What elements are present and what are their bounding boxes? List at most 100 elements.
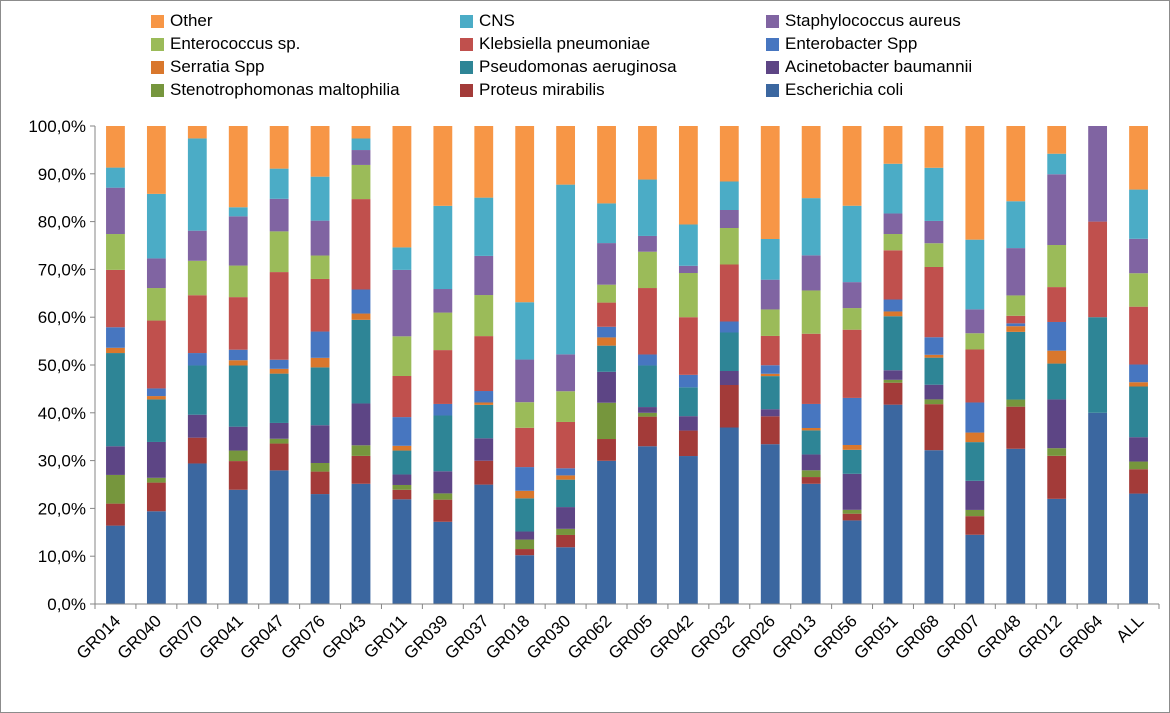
bar-segment-stenotrophomonas-maltophilia <box>924 399 944 405</box>
bar-gr068 <box>924 126 944 604</box>
bar-segment-enterobacter-spp <box>1006 323 1026 327</box>
legend-item-stenotrophomonas-maltophilia: Stenotrophomonas maltophilia <box>151 80 400 100</box>
bar-segment-enterococcus-sp <box>842 308 862 330</box>
y-tick-label: 70,0% <box>38 260 86 279</box>
bar-segment-staphylococcus-aureus <box>228 216 248 266</box>
bar-segment-cns <box>719 181 739 210</box>
legend-item-proteus-mirabilis: Proteus mirabilis <box>460 80 605 100</box>
bar-segment-stenotrophomonas-maltophilia <box>228 450 248 462</box>
bar-segment-stenotrophomonas-maltophilia <box>597 402 616 440</box>
bar-segment-klebsiella-pneumoniae <box>1088 221 1108 318</box>
bar-segment-acinetobacter-baumannii <box>106 446 125 475</box>
x-tick-label: GR026 <box>728 611 780 663</box>
bar-segment-proteus-mirabilis <box>269 443 289 471</box>
legend-swatch <box>460 83 473 97</box>
bar-segment-serratia-spp <box>228 360 248 366</box>
bar-segment-enterococcus-sp <box>269 231 289 273</box>
legend-item-klebsiella-pneumoniae: Klebsiella pneumoniae <box>460 34 650 54</box>
bar-segment-cns <box>392 247 412 270</box>
bar-segment-klebsiella-pneumoniae <box>760 335 780 366</box>
bar-segment-serratia-spp <box>801 428 821 431</box>
bar-gr056 <box>842 126 862 604</box>
bar-segment-proteus-mirabilis <box>760 416 780 445</box>
bar-segment-klebsiella-pneumoniae <box>310 278 330 332</box>
legend-swatch <box>151 60 164 74</box>
bar-segment-staphylococcus-aureus <box>924 220 944 244</box>
x-tick-label: GR037 <box>441 611 493 663</box>
bar-segment-staphylococcus-aureus <box>719 210 739 228</box>
bar-segment-acinetobacter-baumannii <box>392 474 412 485</box>
legend-label: Serratia Spp <box>170 57 265 76</box>
bar-segment-klebsiella-pneumoniae <box>228 297 248 350</box>
bar-segment-pseudomonas-aeruginosa <box>187 365 207 415</box>
x-tick-label: GR062 <box>564 611 616 663</box>
bar-segment-klebsiella-pneumoniae <box>1047 287 1067 322</box>
bar-segment-staphylococcus-aureus <box>1006 248 1026 296</box>
bar-segment-acinetobacter-baumannii <box>678 416 698 431</box>
bar-segment-enterobacter-spp <box>556 468 576 476</box>
legend-item-staphylococcus-aureus: Staphylococcus aureus <box>766 11 961 31</box>
legend-swatch <box>766 83 779 97</box>
bar-segment-other <box>228 126 248 208</box>
bar-gr062 <box>597 126 616 604</box>
bar-segment-enterobacter-spp <box>228 349 248 361</box>
bar-segment-serratia-spp <box>1047 350 1067 364</box>
bar-segment-other <box>392 126 412 248</box>
legend-item-serratia-spp: Serratia Spp <box>151 57 265 77</box>
bar-segment-other <box>801 126 821 199</box>
bar-segment-acinetobacter-baumannii <box>924 384 944 400</box>
bar-segment-escherichia-coli <box>310 494 330 604</box>
bar-segment-stenotrophomonas-maltophilia <box>883 379 903 383</box>
bar-segment-pseudomonas-aeruginosa <box>678 387 698 417</box>
x-tick-label: GR068 <box>891 611 943 663</box>
bar-gr070 <box>187 126 207 604</box>
bar-segment-klebsiella-pneumoniae <box>269 272 289 360</box>
bar-segment-staphylococcus-aureus <box>351 150 371 165</box>
legend-item-cns: CNS <box>460 11 515 31</box>
bar-segment-proteus-mirabilis <box>433 499 453 522</box>
bar-segment-other <box>556 126 576 185</box>
bar-segment-other <box>106 126 125 168</box>
bar-gr007 <box>965 126 985 604</box>
chart-legend: Other CNS Staphylococcus aureus Enterococcu… <box>1 1 1169 119</box>
bar-segment-pseudomonas-aeruginosa <box>638 365 657 408</box>
bar-segment-klebsiella-pneumoniae <box>106 269 125 328</box>
legend-item-acinetobacter-baumannii: Acinetobacter baumannii <box>766 57 972 77</box>
bar-segment-staphylococcus-aureus <box>1047 174 1067 246</box>
bar-segment-cns <box>597 203 616 244</box>
bar-segment-cns <box>678 224 698 266</box>
bar-segment-enterococcus-sp <box>638 251 657 289</box>
bar-segment-staphylococcus-aureus <box>678 265 698 274</box>
bar-segment-escherichia-coli <box>965 534 985 604</box>
bar-segment-other <box>678 126 698 225</box>
bar-segment-staphylococcus-aureus <box>1088 126 1108 222</box>
bar-segment-enterococcus-sp <box>515 402 535 428</box>
bar-segment-serratia-spp <box>351 313 371 320</box>
legend-label: Proteus mirabilis <box>479 80 605 99</box>
bar-gr051 <box>883 126 903 604</box>
bar-segment-enterobacter-spp <box>187 353 207 366</box>
bar-segment-staphylococcus-aureus <box>310 220 330 256</box>
bar-segment-pseudomonas-aeruginosa <box>719 332 739 371</box>
legend-label: Pseudomonas aeruginosa <box>479 57 677 76</box>
bar-segment-pseudomonas-aeruginosa <box>842 449 862 474</box>
legend-label: Escherichia coli <box>785 80 904 99</box>
legend-label: Other <box>170 11 213 30</box>
bar-segment-stenotrophomonas-maltophilia <box>146 477 166 483</box>
legend-swatch <box>460 37 473 51</box>
bar-segment-pseudomonas-aeruginosa <box>597 345 616 372</box>
y-tick-label: 10,0% <box>38 547 86 566</box>
legend-swatch <box>460 14 473 28</box>
bar-segment-klebsiella-pneumoniae <box>515 427 535 468</box>
legend-swatch <box>151 83 164 97</box>
legend-label: CNS <box>479 11 515 30</box>
bar-segment-cns <box>638 179 657 236</box>
bar-segment-proteus-mirabilis <box>883 382 903 405</box>
bar-segment-klebsiella-pneumoniae <box>351 199 371 290</box>
bar-segment-pseudomonas-aeruginosa <box>556 479 576 508</box>
bar-segment-acinetobacter-baumannii <box>433 471 453 494</box>
bar-all <box>1129 126 1148 604</box>
bar-segment-acinetobacter-baumannii <box>515 531 535 540</box>
bar-gr041 <box>228 126 248 604</box>
